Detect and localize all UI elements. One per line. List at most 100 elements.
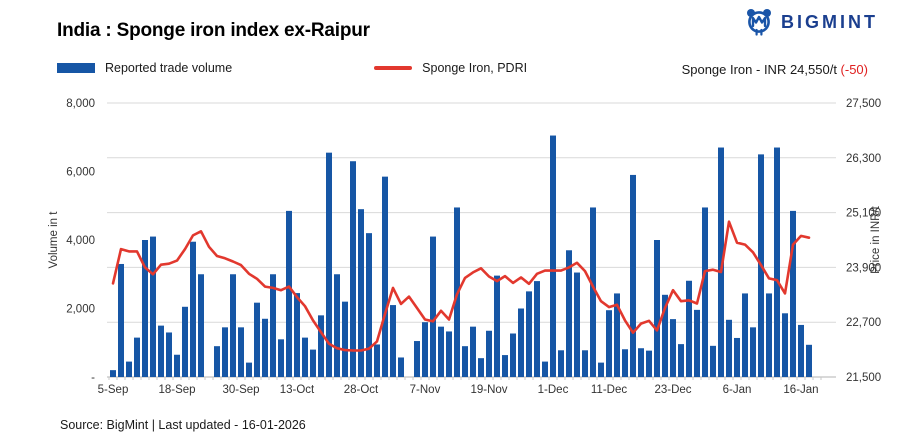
- y-axis-left-tick-label: 6,000: [66, 167, 95, 179]
- volume-bar: [582, 350, 588, 377]
- y-axis-right-tick-label: 22,700: [846, 317, 881, 329]
- volume-bar: [318, 315, 324, 377]
- price-summary-text: Sponge Iron - INR 24,550/t: [681, 62, 841, 77]
- x-axis-label: 5-Sep: [98, 384, 129, 396]
- y-axis-right-tick-label: 26,300: [846, 153, 881, 165]
- volume-bar: [358, 209, 364, 377]
- volume-bar: [550, 135, 556, 377]
- volume-bar: [374, 344, 380, 377]
- volume-bar: [702, 207, 708, 377]
- volume-bar: [214, 346, 220, 377]
- volume-bar: [182, 306, 188, 377]
- volume-bar: [646, 350, 652, 377]
- volume-bar: [254, 302, 260, 377]
- volume-bar: [238, 327, 244, 377]
- page-title: India : Sponge iron index ex-Raipur: [57, 20, 370, 41]
- x-axis-label: 18-Sep: [158, 384, 195, 396]
- price-legend-label: Sponge Iron, PDRI: [422, 61, 528, 75]
- volume-bar: [350, 161, 356, 377]
- volume-bar: [630, 174, 636, 377]
- volume-bar: [678, 344, 684, 377]
- volume-bar: [718, 147, 724, 377]
- x-axis-label: 23-Dec: [654, 384, 691, 396]
- volume-bar: [790, 210, 796, 377]
- y-axis-left-tick-label: 2,000: [66, 304, 95, 316]
- volume-bar: [390, 305, 396, 377]
- volume-bar: [278, 339, 284, 377]
- volume-bar: [806, 344, 812, 377]
- volume-bar: [382, 176, 388, 377]
- volume-bar: [142, 240, 148, 377]
- price-change-badge: (-50): [840, 62, 868, 77]
- x-axis-label: 19-Nov: [470, 384, 507, 396]
- volume-bar: [294, 293, 300, 377]
- volume-bar: [422, 322, 428, 377]
- volume-bar: [534, 281, 540, 377]
- volume-bar: [230, 274, 236, 377]
- volume-bar: [526, 291, 532, 377]
- volume-bar: [270, 274, 276, 377]
- volume-bar: [342, 301, 348, 377]
- source-note: Source: BigMint | Last updated - 16-01-2…: [60, 418, 306, 432]
- price-summary: Sponge Iron - INR 24,550/t (-50): [682, 62, 868, 77]
- x-axis-label: 11-Dec: [591, 384, 627, 396]
- volume-bar: [798, 324, 804, 377]
- brand-name: BIGMINT: [781, 11, 878, 32]
- volume-bar: [438, 326, 444, 377]
- volume-bar: [246, 362, 252, 377]
- volume-legend-swatch: [57, 63, 95, 73]
- volume-bar: [558, 350, 564, 377]
- volume-bar: [222, 327, 228, 377]
- monkey-icon: [747, 9, 771, 36]
- volume-bar: [174, 354, 180, 377]
- price-legend-swatch: [374, 66, 413, 70]
- volume-bar: [574, 272, 580, 377]
- chart-canvas: 27,500 26,300 25,100 23,900 22,700 21,500 8,00…: [48, 98, 882, 396]
- y-axis-left-tick-label: 8,000: [66, 98, 95, 110]
- volume-legend-label: Reported trade volume: [105, 61, 233, 75]
- volume-bar: [734, 337, 740, 377]
- volume-bar: [150, 236, 156, 377]
- x-axis-label: 28-Oct: [344, 384, 379, 396]
- x-axis-label: 13-Oct: [280, 384, 315, 396]
- volume-bar: [430, 236, 436, 377]
- volume-bar: [614, 293, 620, 377]
- volume-bar: [398, 357, 404, 377]
- volume-bar: [782, 313, 788, 377]
- volume-bar: [566, 250, 572, 377]
- volume-bar: [486, 330, 492, 377]
- x-axis-label: 7-Nov: [410, 384, 441, 396]
- volume-bar: [590, 207, 596, 377]
- y-axis-left-title: Volume in t: [48, 211, 60, 269]
- volume-bar: [686, 280, 692, 377]
- volume-bar: [446, 331, 452, 377]
- volume-bar: [198, 274, 204, 377]
- x-axis-label: 30-Sep: [222, 384, 259, 396]
- volume-bar: [166, 332, 172, 377]
- volume-bar: [134, 337, 140, 377]
- volume-bar: [366, 233, 372, 377]
- volume-bar: [478, 358, 484, 377]
- volume-bar: [510, 333, 516, 377]
- volume-bar: [326, 152, 332, 377]
- volume-bar: [494, 275, 500, 377]
- volume-bar: [302, 337, 308, 377]
- y-axis-right-tick-label: 25,100: [846, 208, 881, 220]
- x-axis-label: 6-Jan: [723, 384, 752, 396]
- volume-bar: [694, 309, 700, 377]
- volume-bar: [414, 341, 420, 377]
- price-line: [111, 220, 811, 352]
- x-axis-label: 16-Jan: [783, 384, 818, 396]
- x-axis-label: 1-Dec: [538, 384, 569, 396]
- y-axis-right-tick-label: 23,900: [846, 262, 881, 274]
- brand-logo: BIGMINT: [744, 7, 878, 37]
- y-axis-right-tick-label: 27,500: [846, 98, 881, 110]
- y-axis-right-title: Price in INR/t: [870, 205, 882, 274]
- volume-bar: [310, 349, 316, 377]
- volume-bar: [606, 310, 612, 377]
- volume-bar: [462, 346, 468, 377]
- volume-bar: [766, 293, 772, 377]
- volume-bar: [742, 293, 748, 377]
- volume-bar: [110, 370, 116, 377]
